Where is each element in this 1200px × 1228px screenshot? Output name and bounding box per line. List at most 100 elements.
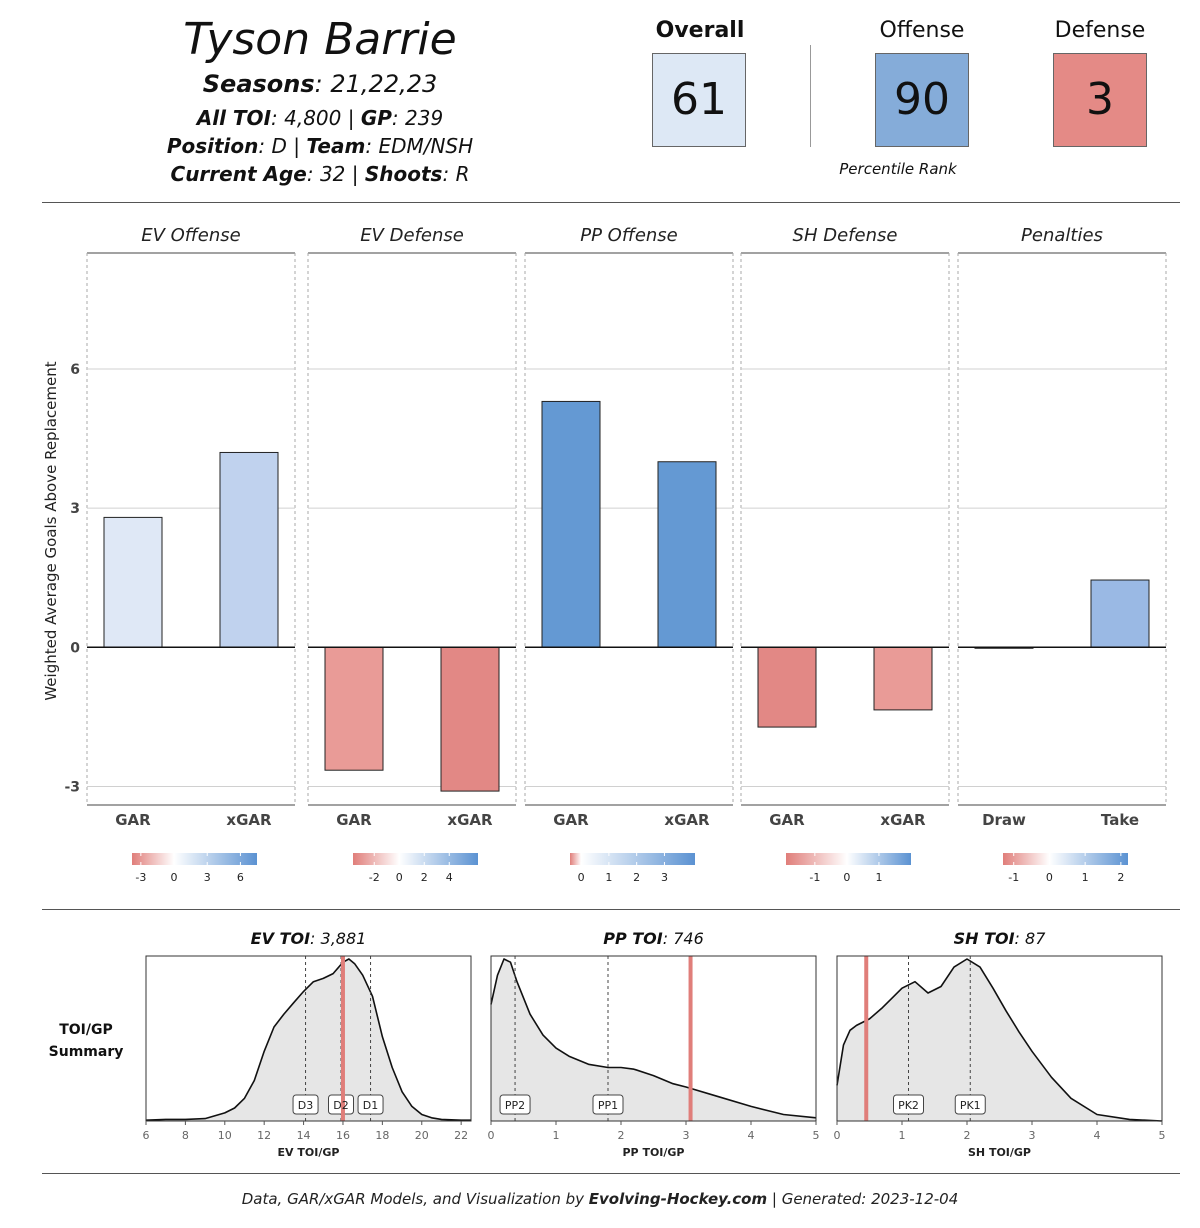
toi-panel-border-1	[490, 955, 817, 1122]
offense-rank-label: Offense	[879, 18, 965, 43]
line-label-1-0: PP2	[505, 1099, 525, 1112]
toi-panel-border-0	[145, 955, 472, 1122]
percentile-rank-caption: Percentile Rank	[839, 160, 957, 178]
facet-title-2: PP Offense	[580, 225, 678, 246]
all-toi-value: 4,800	[284, 106, 342, 130]
toi-panel-2	[836, 955, 1163, 1125]
facet-title-1: EV Defense	[360, 225, 464, 246]
bar-2-1	[657, 461, 717, 648]
toi-x-tick-label-1-5: 5	[813, 1129, 820, 1142]
seasons-value: 21,22,23	[330, 70, 438, 98]
toi-x-tick-label-1-1: 1	[553, 1129, 560, 1142]
toi-title-value-2: : 87	[1015, 929, 1047, 948]
toi-title-2: SH TOI: 87	[954, 929, 1047, 948]
bar-3-1	[873, 646, 933, 711]
defense-rank-label: Defense	[1054, 18, 1146, 43]
toi-x-axis-label-2: SH TOI/GP	[968, 1146, 1031, 1159]
legend-tick-label-2-1: 1	[605, 871, 612, 884]
x-tick-label-0-0: GAR	[115, 811, 151, 829]
footer-suffix: | Generated: 2023-12-04	[767, 1190, 959, 1208]
toi-x-tick-label-0-6: 18	[375, 1129, 389, 1142]
age-shoots-line: Current Age: 32 | Shoots: R	[170, 162, 470, 186]
shoots-label: Shoots	[364, 162, 443, 186]
facet-title-4: Penalties	[1021, 225, 1103, 246]
x-tick-label-1-1: xGAR	[447, 811, 493, 829]
x-tick-label-4-1: Take	[1101, 811, 1139, 829]
all-toi-label: All TOI	[196, 106, 272, 130]
legend-tick-label-4-0: -1	[1008, 871, 1019, 884]
toi-x-tick-label-0-7: 20	[415, 1129, 429, 1142]
gp-value: 239	[405, 106, 444, 130]
legend-tick-label-1-2: 2	[421, 871, 428, 884]
footer-brand: Evolving-Hockey.com	[588, 1190, 768, 1208]
defense-rank-value: 3	[1053, 53, 1147, 147]
density-line-2	[836, 958, 1163, 1122]
toi-x-tick-label-2-3: 3	[1029, 1129, 1036, 1142]
player-header: Tyson Barrie Seasons: 21,22,23 All TOI: …	[0, 0, 1200, 200]
bar-3-0	[757, 646, 817, 728]
line-label-box-1-0	[499, 1094, 531, 1115]
toi-title-label-2: SH TOI	[954, 929, 1015, 948]
toi-x-tick-label-0-4: 14	[297, 1129, 311, 1142]
shoots-value: R	[455, 162, 470, 186]
offense-rank-value: 90	[875, 53, 969, 147]
x-tick-label-0-1: xGAR	[226, 811, 272, 829]
toi-panel-border-2	[836, 955, 1163, 1122]
toi-x-tick-label-2-2: 2	[964, 1129, 971, 1142]
toi-title-label-0: EV TOI	[251, 929, 310, 948]
line-label-0-2: D1	[363, 1099, 378, 1112]
toi-title-value-0: : 3,881	[310, 929, 366, 948]
legend-tick-label-4-3: 2	[1117, 871, 1124, 884]
middle-divider	[42, 909, 1180, 910]
color-legend-bar-3	[786, 853, 911, 865]
toi-title-value-1: : 746	[663, 929, 704, 948]
seasons-line: Seasons: 21,22,23	[202, 70, 438, 98]
legend-tick-label-1-3: 4	[446, 871, 453, 884]
legend-tick-label-2-2: 2	[633, 871, 640, 884]
toi-x-tick-label-1-3: 3	[683, 1129, 690, 1142]
facet-title-0: EV Offense	[141, 225, 241, 246]
legend-tick-label-3-0: -1	[809, 871, 820, 884]
toi-title-label-1: PP TOI	[603, 929, 663, 948]
line-label-box-2-0	[893, 1094, 924, 1115]
gp-label: GP	[360, 106, 392, 130]
position-label: Position	[166, 134, 259, 158]
toi-x-tick-label-1-2: 2	[618, 1129, 625, 1142]
player-name: Tyson Barrie	[183, 14, 457, 65]
y-tick-label-0: -3	[64, 779, 80, 795]
overall-rank-label: Overall	[655, 18, 745, 43]
facet-title-3: SH Defense	[793, 225, 898, 246]
team-value: EDM/NSH	[378, 134, 474, 158]
legend-tick-label-0-0: -3	[135, 871, 146, 884]
bar-1-1	[440, 646, 500, 792]
y-tick-label-3: 6	[70, 362, 80, 378]
rank-divider	[810, 45, 811, 147]
y-axis-label: Weighted Average Goals Above Replacement	[42, 361, 60, 700]
density-line-1	[490, 958, 817, 1119]
toi-x-tick-label-1-0: 0	[488, 1129, 495, 1142]
position-value: D	[271, 134, 287, 158]
overall-rank-value: 61	[652, 53, 746, 147]
toi-x-tick-label-0-3: 12	[257, 1129, 271, 1142]
x-tick-label-3-0: GAR	[769, 811, 805, 829]
toi-panel-1	[490, 955, 817, 1125]
density-line-0	[145, 958, 471, 1121]
legend-tick-label-1-0: -2	[369, 871, 380, 884]
legend-tick-label-3-2: 1	[875, 871, 882, 884]
line-label-1-1: PP1	[598, 1099, 618, 1112]
legend-tick-label-2-0: 0	[578, 871, 585, 884]
line-label-box-0-2	[357, 1094, 384, 1115]
age-value: 32	[319, 162, 346, 186]
line-label-box-0-0	[292, 1094, 319, 1115]
legend-tick-label-4-2: 1	[1082, 871, 1089, 884]
toi-summary-label: TOI/GP Summary	[36, 1019, 136, 1063]
toi-title-0: EV TOI: 3,881	[251, 929, 367, 948]
toi-x-tick-label-2-0: 0	[834, 1129, 841, 1142]
toi-x-tick-label-0-2: 10	[218, 1129, 232, 1142]
line-label-0-0: D3	[298, 1099, 313, 1112]
density-fill-2	[837, 959, 1162, 1121]
color-legend-bar-0	[132, 853, 257, 865]
line-label-box-2-1	[954, 1094, 986, 1115]
team-label: Team	[306, 134, 366, 158]
